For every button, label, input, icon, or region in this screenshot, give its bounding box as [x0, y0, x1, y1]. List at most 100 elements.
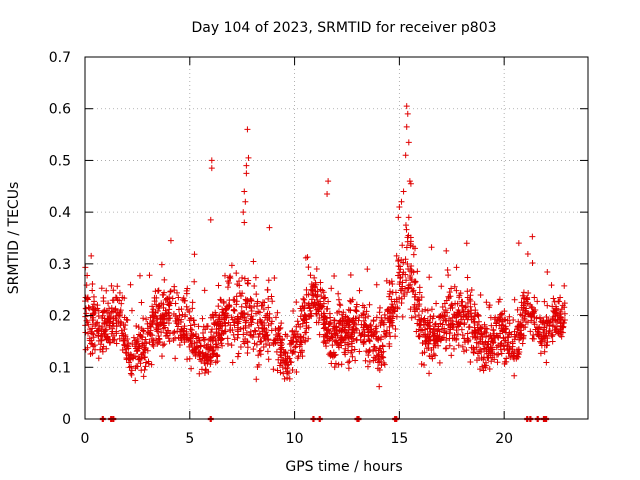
- y-tick-label: 0.6: [49, 102, 71, 118]
- data-point: [170, 311, 177, 318]
- data-point-peak: [167, 237, 174, 244]
- data-point: [296, 343, 303, 350]
- data-point: [158, 329, 165, 336]
- data-point: [410, 269, 417, 276]
- data-point: [335, 290, 342, 297]
- data-point: [149, 312, 156, 319]
- data-point: [176, 312, 183, 319]
- data-point: [387, 310, 394, 317]
- data-point: [279, 364, 286, 371]
- data-point: [243, 329, 250, 336]
- x-tick-label: 15: [390, 431, 408, 447]
- data-point-peak: [243, 162, 250, 169]
- data-point: [297, 335, 304, 342]
- data-point: [356, 348, 363, 355]
- data-point: [235, 331, 242, 338]
- data-point: [345, 341, 352, 348]
- data-point: [451, 313, 458, 320]
- y-tick-label: 0.1: [49, 360, 71, 376]
- data-point: [234, 313, 241, 320]
- data-point: [89, 316, 96, 323]
- data-point: [399, 242, 406, 249]
- data-point: [172, 355, 179, 362]
- data-point: [557, 309, 564, 316]
- data-point: [460, 308, 467, 315]
- data-point: [156, 338, 163, 345]
- data-point: [307, 272, 314, 279]
- data-point: [386, 290, 393, 297]
- data-point: [220, 299, 227, 306]
- data-point: [91, 346, 98, 353]
- data-point: [528, 312, 535, 319]
- data-point-peak: [405, 139, 412, 146]
- data-point: [289, 327, 296, 334]
- data-point: [426, 274, 433, 281]
- data-point: [215, 282, 222, 289]
- data-point: [124, 317, 131, 324]
- data-point: [155, 287, 162, 294]
- data-point: [191, 251, 198, 258]
- data-point: [511, 372, 518, 379]
- data-point: [224, 284, 231, 291]
- data-point: [446, 289, 453, 296]
- data-point: [505, 334, 512, 341]
- data-point: [260, 306, 267, 313]
- data-point: [416, 332, 423, 339]
- data-point: [251, 303, 258, 310]
- data-point: [386, 329, 393, 336]
- data-point: [415, 296, 422, 303]
- data-point: [167, 300, 174, 307]
- data-point: [303, 316, 310, 323]
- data-point: [292, 344, 299, 351]
- data-point: [490, 326, 497, 333]
- data-point: [434, 336, 441, 343]
- data-point-peak: [242, 198, 249, 205]
- data-point-peak: [207, 216, 214, 223]
- data-point: [272, 314, 279, 321]
- data-point: [359, 302, 366, 309]
- data-point: [86, 326, 93, 333]
- data-point: [518, 323, 525, 330]
- data-point: [188, 365, 195, 372]
- data-point: [511, 296, 518, 303]
- data-point: [332, 351, 339, 358]
- data-point: [219, 342, 226, 349]
- data-point: [170, 329, 177, 336]
- data-point: [486, 366, 493, 373]
- data-point: [146, 330, 153, 337]
- data-point: [212, 335, 219, 342]
- data-point: [235, 350, 242, 357]
- data-point: [256, 309, 263, 316]
- data-point: [384, 306, 391, 313]
- data-point: [486, 346, 493, 353]
- data-point: [234, 353, 241, 360]
- data-point: [493, 344, 500, 351]
- data-point: [386, 293, 393, 300]
- data-point: [378, 362, 385, 369]
- data-point: [379, 342, 386, 349]
- data-point: [530, 331, 537, 338]
- data-point: [150, 317, 157, 324]
- data-point: [87, 350, 94, 357]
- data-point: [441, 300, 448, 307]
- data-point: [531, 294, 538, 301]
- data-point: [148, 361, 155, 368]
- data-point: [238, 303, 245, 310]
- data-point: [233, 270, 240, 277]
- data-point: [82, 329, 89, 336]
- data-point: [125, 345, 132, 352]
- data-point: [231, 307, 238, 314]
- data-point: [408, 314, 415, 321]
- data-point: [156, 335, 163, 342]
- data-point: [273, 331, 280, 338]
- data-point: [217, 297, 224, 304]
- data-point: [201, 369, 208, 376]
- data-point: [432, 352, 439, 359]
- data-point: [174, 289, 181, 296]
- data-point: [376, 304, 383, 311]
- data-point: [375, 337, 382, 344]
- data-point: [426, 370, 433, 377]
- data-point: [165, 335, 172, 342]
- data-point: [266, 342, 273, 349]
- data-point: [209, 311, 216, 318]
